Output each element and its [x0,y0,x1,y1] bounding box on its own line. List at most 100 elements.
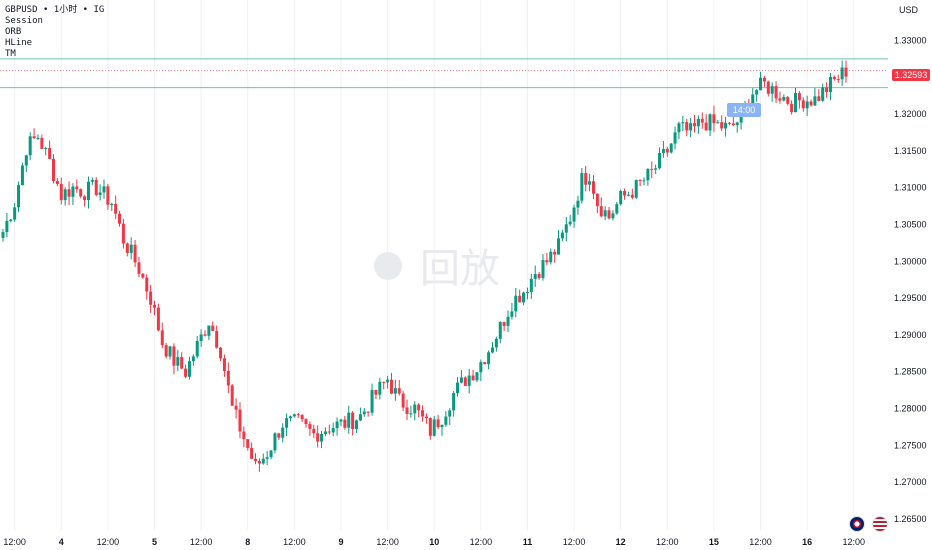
candle-body [607,210,611,219]
candle-body [83,196,87,200]
uk-flag-icon[interactable] [849,516,865,532]
price-tick-label: 1.26500 [894,514,927,524]
candle-body [304,419,308,425]
candle-body [479,362,483,373]
candle-body [145,277,149,292]
candle-body [642,180,646,182]
candle-body [250,447,254,459]
candle-body [576,200,580,208]
time-tick-label: 5 [152,537,157,547]
time-tick-label: 9 [338,537,343,547]
candle-body [36,137,40,139]
candle-body [17,185,21,208]
candle-body [320,434,324,442]
indicator-session[interactable]: Session [5,16,43,26]
candle-body [770,86,774,94]
candle-body [118,213,122,224]
time-tick-label: 10 [429,537,439,547]
candle-body [720,122,724,129]
candle-body [529,278,533,293]
price-axis[interactable]: 1.26500 1.27000 1.27500 1.28000 1.28500 1.290… [894,35,927,523]
candle-body [114,203,118,214]
candle-body [187,361,191,377]
time-axis[interactable]: 12:00 4 12:00 5 12:00 8 12:00 9 12:00 10 12:00 11 12… [3,537,865,547]
candle-body [52,158,56,182]
candle-body [48,147,52,159]
separator-dot: • [82,5,89,15]
candle-body [568,221,572,225]
time-tick-label: 12:00 [749,537,772,547]
candle-body [413,404,417,414]
candle-body [261,458,265,464]
candle-body [817,96,821,101]
candle-body [557,238,561,255]
candle-body [825,87,829,93]
candle-body [292,414,296,417]
candle-body [490,347,494,353]
candle-body [654,168,658,170]
candle-body [518,295,522,303]
candle-body [184,368,188,377]
candle-body [347,412,351,428]
candle-body [494,338,498,348]
candle-body [160,330,164,346]
candle-body [564,224,568,233]
candle-body [716,122,720,124]
us-flag-icon[interactable] [872,516,888,532]
candle-body [638,180,642,182]
candle-body [195,341,199,357]
candle-body [153,304,157,308]
price-tick-label: 1.28500 [894,367,927,377]
candle-body [809,101,813,106]
candle-body [215,330,219,348]
indicator-tm[interactable]: TM [5,49,16,59]
candle-body [137,262,141,274]
time-tick-label: 12:00 [3,537,26,547]
candle-body [840,67,844,80]
candle-body [456,382,460,394]
candle-body [506,316,510,326]
candle-body [650,168,654,170]
candle-body [32,136,36,139]
candle-body [409,413,413,415]
replay-time-tag[interactable]: 14:00 [727,103,761,117]
candle-body [724,122,728,129]
candle-body [700,118,704,123]
candle-body [312,428,316,434]
candle-body [366,411,370,413]
price-tick-label: 1.28000 [894,404,927,414]
indicator-hline[interactable]: HLine [5,38,33,48]
indicator-orb[interactable]: ORB [5,27,22,37]
candle-body [591,181,595,194]
candle-body [386,379,390,383]
candle-body [603,210,607,217]
candle-body [599,206,603,217]
time-tick-label: 16 [802,537,812,547]
candle-body [75,186,79,190]
price-tick-label: 1.30000 [894,256,927,266]
candle-body [308,424,312,429]
separator-dot: • [42,5,49,15]
candle-body [463,377,467,386]
price-tick-label: 1.27000 [894,477,927,487]
candle-body [129,244,133,253]
symbol-row[interactable]: GBPUSD • 1小时 • IG [5,5,104,16]
candle-body [234,405,238,410]
candle-body [1,232,5,238]
candle-body [343,419,347,428]
price-tick-label: 1.29500 [894,293,927,303]
candle-body [71,186,75,197]
candle-body [712,114,716,124]
candle-body [483,362,487,365]
candle-body [836,79,840,81]
candle-body [584,173,588,185]
currency-label[interactable]: USD [898,5,918,15]
candle-body [417,404,421,411]
candle-body [226,370,230,386]
candle-body [440,424,444,428]
candle-body [782,97,786,101]
candle-body [611,213,615,219]
candle-body [751,94,755,110]
candle-body [731,123,735,126]
